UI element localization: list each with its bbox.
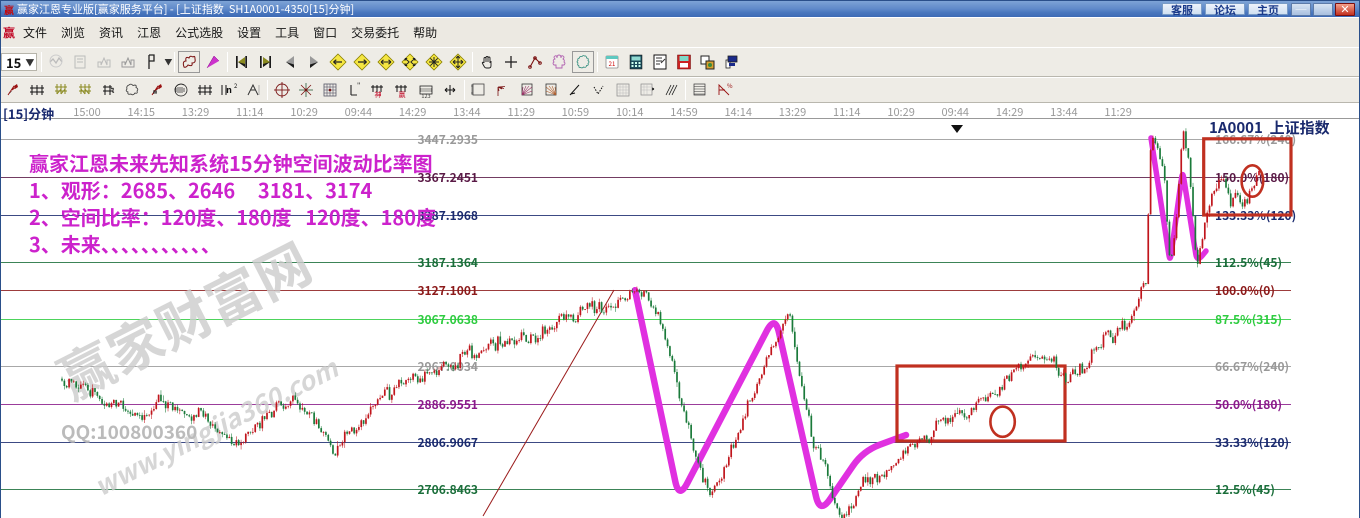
svg-text:神: 神 [375,90,382,99]
svg-text:%: % [727,81,733,90]
svg-text:21: 21 [609,59,616,68]
svg-text:n: n [226,83,232,96]
svg-text:123: 123 [421,92,430,99]
svg-text:2: 2 [234,81,238,90]
svg-text:赢: 赢 [399,90,406,99]
svg-text:": " [357,81,360,91]
